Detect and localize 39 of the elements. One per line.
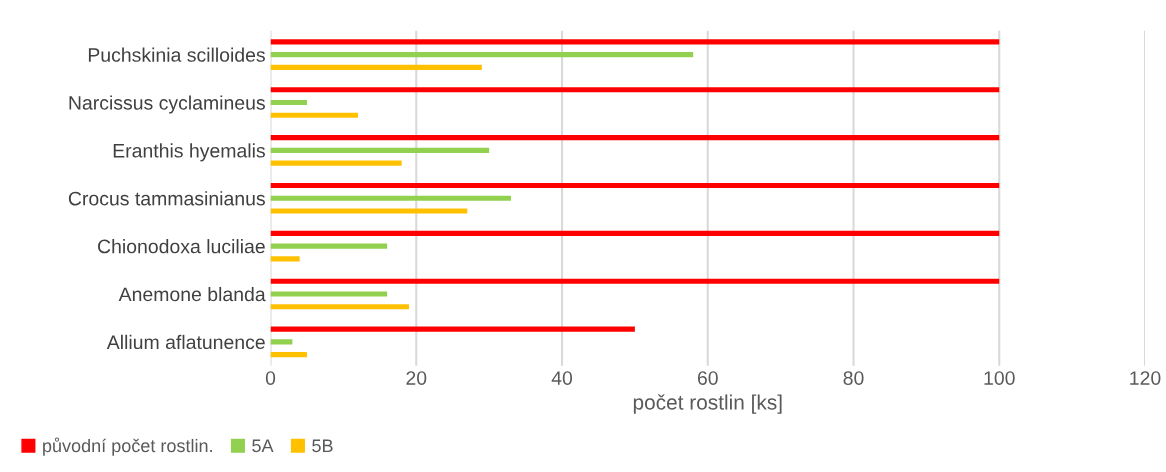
bar: [270, 64, 482, 70]
legend-label: 5B: [312, 439, 333, 453]
x-tick-label: 40: [551, 371, 573, 385]
legend-label: 5A: [252, 439, 274, 453]
bar: [270, 230, 1000, 236]
bar: [270, 304, 409, 310]
bar: [270, 39, 1000, 45]
bar: [270, 99, 307, 106]
bar: [270, 160, 402, 166]
bar: [270, 326, 635, 332]
y-tick-label: Puchskinia scilloides: [88, 47, 265, 62]
bar: [270, 182, 1000, 189]
y-tick-label: Chionodoxa luciliae: [98, 239, 265, 254]
x-tick-label: 0: [265, 371, 276, 385]
legend-label: původní počet rostlin.: [43, 437, 212, 456]
bar: [270, 87, 1000, 93]
bar: [270, 243, 388, 249]
x-tick-label: 20: [406, 371, 427, 385]
bar: [270, 208, 468, 214]
bar: [270, 278, 1000, 284]
x-tick-label: 80: [843, 371, 864, 385]
x-axis-title: počet rostlin [ks]: [633, 394, 782, 414]
x-tick-label: 100: [984, 371, 1015, 385]
bar: [270, 112, 358, 118]
bar: [270, 147, 490, 153]
bar: [270, 256, 300, 262]
bar: [270, 135, 1000, 141]
bar: [270, 291, 388, 297]
y-tick-label: Anemone blanda: [118, 286, 266, 302]
y-tick-label: Crocus tammasinianus: [68, 191, 265, 206]
y-tick-label: Eranthis hyemalis: [113, 143, 265, 162]
x-tick-label: 60: [697, 371, 718, 385]
bar: [270, 352, 307, 358]
bar: [270, 195, 511, 201]
bar: [270, 52, 694, 58]
y-tick-label: Allium aflatunence: [106, 334, 265, 350]
y-tick-label: Narcissus cyclamineus: [69, 95, 265, 114]
x-tick-label: 120: [1130, 371, 1161, 385]
bar: [270, 339, 293, 345]
